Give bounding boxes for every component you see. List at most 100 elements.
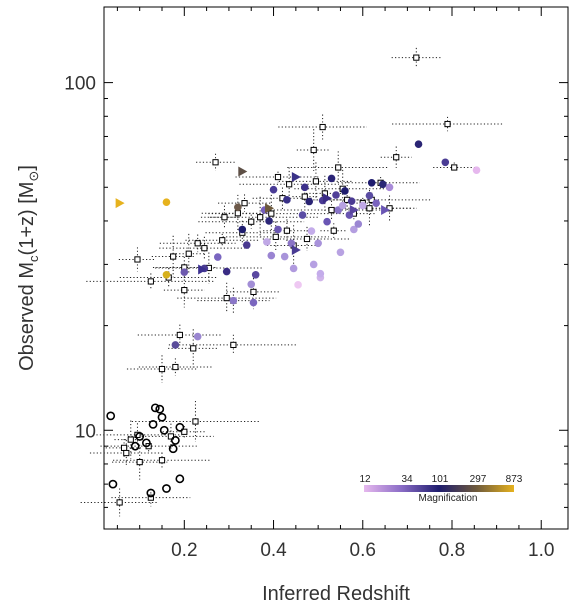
data-point-filled-circle	[350, 225, 358, 234]
colorbar-tick-label: 873	[506, 474, 523, 485]
data-point-open-circle	[170, 436, 180, 445]
data-point-filled-circle	[314, 239, 322, 248]
data-point-open-circle	[106, 411, 116, 421]
data-point-filled-circle	[162, 198, 171, 206]
data-point-square	[286, 181, 293, 188]
data-point-square	[268, 210, 275, 217]
data-point-filled-circle	[372, 199, 380, 207]
data-point-filled-circle	[234, 203, 242, 212]
data-point-filled-circle	[336, 248, 345, 257]
data-point-filled-circle	[180, 268, 189, 276]
y-tick-label: 100	[64, 74, 96, 95]
data-point-square	[170, 253, 177, 260]
y-axis-title-post: ]	[16, 165, 38, 171]
data-point-filled-circle	[379, 180, 387, 189]
data-point-filled-circle	[338, 201, 347, 210]
data-point-square	[241, 200, 248, 207]
data-point-square	[257, 214, 264, 221]
data-point-open-circle	[150, 403, 160, 413]
colorbar: Magnification 12 34 101 297 873	[359, 474, 522, 504]
data-point-square	[393, 154, 400, 161]
data-point-square	[172, 363, 179, 371]
y-axis-title-sub: c	[26, 255, 41, 262]
data-point-filled-circle	[385, 183, 394, 192]
data-point-triangle	[265, 203, 275, 214]
data-point-filled-circle	[367, 179, 376, 187]
colorbar-tick-label: 101	[432, 474, 449, 485]
data-point-filled-circle	[441, 158, 450, 167]
data-point-filled-circle	[365, 191, 374, 200]
data-point-square	[136, 458, 143, 466]
data-point-open-circle	[168, 444, 178, 454]
data-point-square	[330, 227, 337, 234]
data-point-square	[283, 227, 291, 234]
data-point-open-circle	[175, 474, 185, 484]
x-tick-label: 1.0	[528, 540, 554, 561]
data-point-square	[310, 146, 317, 154]
data-point-filled-circle	[222, 267, 231, 276]
colorbar-title: Magnification	[419, 493, 478, 504]
data-point-square	[181, 428, 188, 435]
data-point-square	[230, 341, 237, 349]
data-point-filled-circle	[229, 296, 238, 305]
data-point-filled-circle	[249, 298, 258, 307]
data-point-open-circle	[162, 484, 171, 493]
x-tick-label: 0.4	[260, 540, 287, 561]
data-point-square	[134, 256, 141, 263]
data-point-square	[319, 123, 326, 131]
data-point-square	[201, 245, 208, 252]
data-point-filled-circle	[263, 238, 271, 246]
data-point-filled-circle	[267, 251, 276, 260]
data-point-filled-circle	[327, 174, 336, 183]
data-point-filled-circle	[305, 197, 314, 206]
data-point-square	[181, 287, 188, 294]
triangle-markers	[115, 166, 391, 275]
data-point-square	[250, 288, 257, 296]
data-point-square	[301, 193, 308, 200]
data-point-filled-circle	[341, 187, 349, 195]
data-point-square	[386, 205, 393, 212]
data-point-filled-circle	[274, 225, 282, 234]
data-point-open-circle	[146, 488, 156, 498]
tick-labels: 0.2 0.4 0.6 0.8 1.0 10 100	[64, 74, 554, 561]
x-axis-title: Inferred Redshift	[262, 583, 410, 605]
data-point-square	[158, 457, 166, 464]
square-markers	[116, 54, 458, 506]
data-point-square	[134, 431, 141, 438]
data-point-square	[413, 54, 420, 61]
data-point-square	[190, 345, 197, 352]
data-point-square	[194, 240, 201, 247]
filled-markers	[162, 140, 481, 349]
colorbar-tick-label: 297	[470, 474, 487, 485]
data-point-open-circle	[155, 404, 165, 414]
circle-markers	[106, 403, 185, 498]
data-point-filled-circle	[472, 166, 481, 174]
data-point-filled-circle	[300, 183, 309, 192]
colorbar-bar	[364, 485, 514, 492]
data-point-filled-circle	[294, 281, 302, 289]
x-tick-label: 0.6	[350, 540, 376, 561]
data-point-square	[127, 436, 134, 443]
data-point-open-circle	[108, 479, 118, 489]
data-point-square	[116, 499, 123, 506]
y-axis-title-pre: Observed M	[16, 262, 38, 371]
data-point-filled-circle	[238, 225, 247, 234]
data-point-filled-circle	[358, 201, 367, 210]
data-point-filled-circle	[414, 140, 423, 149]
data-point-square	[303, 235, 311, 243]
data-point-filled-circle	[247, 280, 256, 289]
data-point-square	[451, 164, 458, 171]
data-point-square	[176, 331, 183, 339]
data-point-filled-circle	[265, 217, 273, 225]
data-point-filled-circle	[289, 264, 298, 273]
data-point-square	[274, 173, 282, 181]
data-point-open-circle	[148, 419, 158, 429]
data-point-open-circle	[130, 441, 140, 451]
data-point-filled-circle	[332, 191, 340, 199]
data-point-open-circle	[175, 422, 185, 432]
data-point-filled-circle	[347, 197, 356, 205]
data-point-filled-circle	[251, 271, 260, 279]
x-tick-label: 0.2	[171, 540, 197, 561]
